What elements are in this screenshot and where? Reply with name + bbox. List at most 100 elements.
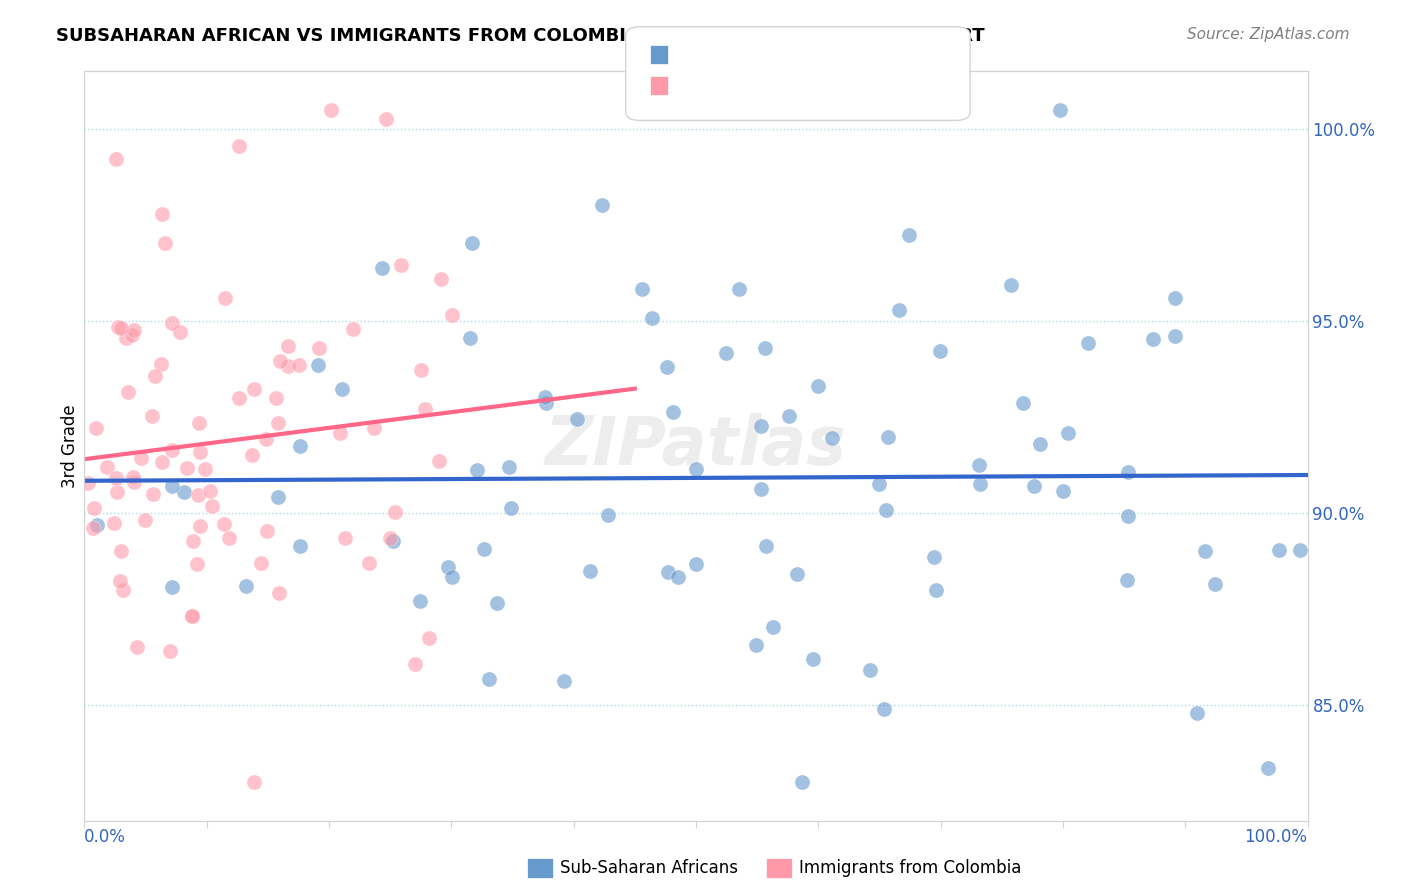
Point [409,363,432,377]
Point [685,462,707,476]
Point [553,674,575,689]
Point [749,419,772,434]
Point [778,409,800,423]
Point [150,455,173,469]
Point [180,608,202,623]
Point [256,524,278,538]
Point [153,236,176,251]
Point [141,409,163,423]
Point [801,652,824,666]
Text: ZIPatlas: ZIPatlas [546,413,846,479]
Point [437,560,460,574]
Point [821,431,844,445]
Point [332,382,354,396]
Point [499,500,522,515]
Point [498,459,520,474]
Point [461,235,484,250]
Point [657,360,679,375]
Point [117,385,139,400]
Point [1187,706,1209,721]
Point [307,358,329,372]
Point [173,484,195,499]
Point [105,485,128,500]
Point [641,310,664,325]
Point [1257,761,1279,775]
Point [287,358,309,372]
Point [110,544,132,558]
Point [150,357,173,371]
Point [342,322,364,336]
Point [333,532,356,546]
Point [465,463,488,477]
Point [110,321,132,335]
Point [536,396,558,410]
Point [243,775,266,789]
Point [807,379,830,393]
Point [875,503,897,517]
Point [180,609,202,624]
Point [384,505,406,519]
Point [218,531,240,545]
Text: Immigrants from Colombia: Immigrants from Colombia [799,859,1021,877]
Point [76,475,98,490]
Point [266,392,288,406]
Text: Source: ZipAtlas.com: Source: ZipAtlas.com [1187,27,1350,42]
Point [103,516,125,530]
Point [1194,544,1216,558]
Point [924,583,946,598]
Point [108,574,131,588]
Text: SUBSAHARAN AFRICAN VS IMMIGRANTS FROM COLOMBIA 3RD GRADE CORRELATION CHART: SUBSAHARAN AFRICAN VS IMMIGRANTS FROM CO… [56,27,984,45]
Point [122,475,145,489]
Point [359,556,381,570]
Point [143,368,166,383]
Point [129,451,152,466]
Point [755,539,778,553]
Point [107,320,129,334]
Point [160,580,183,594]
Point [685,558,707,572]
Point [565,412,588,426]
Point [714,346,737,360]
Point [792,775,814,789]
Point [877,429,900,443]
Point [115,331,138,345]
Point [82,521,104,535]
Point [112,583,135,598]
Point [169,325,191,339]
Point [872,702,894,716]
Point [898,227,921,242]
Point [1049,103,1071,117]
Point [329,425,352,440]
Point [319,103,342,117]
Point [267,416,290,430]
Point [186,558,208,572]
Point [243,383,266,397]
Point [374,112,396,127]
Point [267,490,290,504]
Text: Sub-Saharan Africans: Sub-Saharan Africans [560,859,738,877]
Point [1052,483,1074,498]
Point [749,483,772,497]
Point [728,281,751,295]
Point [409,594,432,608]
Point [159,644,181,658]
Point [762,620,785,634]
Point [1164,292,1187,306]
Point [127,640,149,655]
Point [1142,332,1164,346]
Point [967,458,990,472]
Text: R = 0.367   N = 84: R = 0.367 N = 84 [678,52,848,70]
Point [969,477,991,491]
Point [176,461,198,475]
Point [430,272,453,286]
Point [212,516,235,531]
Text: R = 0.414   N = 82: R = 0.414 N = 82 [678,83,848,101]
Point [630,282,652,296]
Point [83,500,105,515]
Point [240,448,263,462]
Point [160,479,183,493]
Point [868,476,890,491]
Point [413,402,436,417]
Point [389,258,412,272]
Point [235,579,257,593]
